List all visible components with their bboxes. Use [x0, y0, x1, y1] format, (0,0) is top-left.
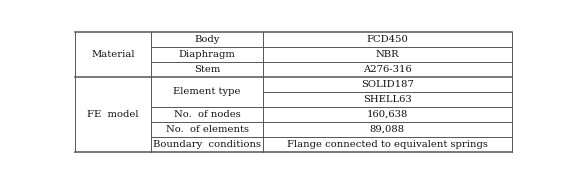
Text: SOLID187: SOLID187 — [361, 80, 414, 89]
Text: FE  model: FE model — [87, 110, 139, 119]
Text: A276-316: A276-316 — [363, 65, 412, 74]
Text: 89,088: 89,088 — [370, 125, 405, 134]
Text: NBR: NBR — [376, 50, 399, 59]
Text: Boundary  conditions: Boundary conditions — [153, 140, 261, 149]
Text: Flange connected to equivalent springs: Flange connected to equivalent springs — [287, 140, 488, 149]
Text: 160,638: 160,638 — [367, 110, 408, 119]
Text: SHELL63: SHELL63 — [363, 95, 412, 104]
Text: Diaphragm: Diaphragm — [179, 50, 236, 59]
Text: Body: Body — [195, 35, 220, 44]
Text: Stem: Stem — [194, 65, 221, 74]
Text: No.  of elements: No. of elements — [166, 125, 249, 134]
Text: No.  of nodes: No. of nodes — [174, 110, 240, 119]
Text: Material: Material — [91, 50, 135, 59]
Text: Element type: Element type — [173, 87, 241, 96]
Text: FCD450: FCD450 — [367, 35, 408, 44]
